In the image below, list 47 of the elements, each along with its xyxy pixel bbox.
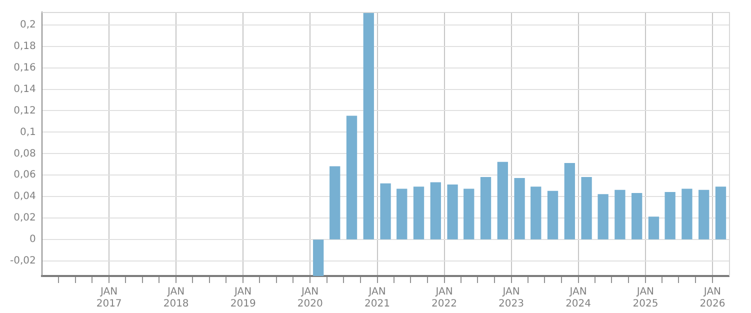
bar — [514, 178, 525, 240]
bar — [547, 190, 558, 240]
bar — [530, 186, 542, 240]
bar — [330, 166, 340, 240]
bar — [581, 176, 592, 240]
x-tick-label: JAN 2023 — [498, 286, 524, 310]
bar — [564, 162, 575, 240]
y-tick-label: -0,02 — [10, 256, 36, 267]
bar — [413, 186, 424, 240]
bar — [664, 192, 676, 240]
bar — [447, 184, 458, 240]
y-tick-label: 0,16 — [14, 62, 36, 74]
y-tick-label: 0,08 — [14, 148, 36, 160]
y-tick-label: 0,04 — [14, 191, 36, 202]
x-tick-label: JAN 2017 — [96, 286, 122, 310]
bar — [682, 188, 692, 240]
bar — [648, 216, 660, 240]
bar — [396, 188, 408, 240]
bar — [480, 176, 492, 240]
x-tick-label: JAN 2024 — [566, 286, 592, 310]
bar — [497, 162, 508, 240]
bar — [313, 240, 324, 276]
bar — [614, 190, 626, 240]
x-tick-label: JAN 2025 — [632, 286, 658, 310]
x-tick-label: JAN 2020 — [297, 286, 323, 310]
x-tick-label: JAN 2019 — [230, 286, 256, 310]
bar — [598, 194, 608, 240]
y-tick-label: 0,06 — [14, 170, 36, 181]
y-tick-label: 0,12 — [14, 105, 36, 116]
x-tick-label: JAN 2026 — [700, 286, 726, 310]
y-tick-label: 0,1 — [20, 126, 36, 138]
bar — [363, 12, 374, 240]
bar — [380, 183, 391, 240]
bar — [715, 186, 726, 240]
y-tick-label: 0,18 — [14, 40, 36, 52]
bar — [464, 188, 474, 240]
bar — [430, 182, 441, 240]
bar — [632, 193, 642, 240]
bar — [346, 116, 358, 240]
x-tick-label: JAN 2021 — [364, 286, 390, 310]
y-tick-label: 0 — [30, 234, 36, 246]
x-tick-label: JAN 2022 — [432, 286, 457, 310]
y-tick-label: 0,2 — [20, 19, 36, 30]
bar — [698, 190, 710, 240]
x-tick-label: JAN 2018 — [163, 286, 189, 310]
y-tick-label: 0,02 — [14, 212, 36, 224]
y-tick-label: 0,14 — [14, 84, 36, 95]
